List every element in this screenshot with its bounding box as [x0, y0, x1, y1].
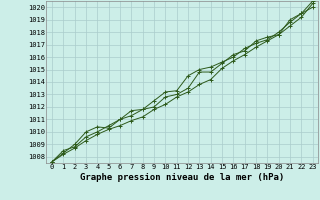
X-axis label: Graphe pression niveau de la mer (hPa): Graphe pression niveau de la mer (hPa) — [80, 173, 284, 182]
